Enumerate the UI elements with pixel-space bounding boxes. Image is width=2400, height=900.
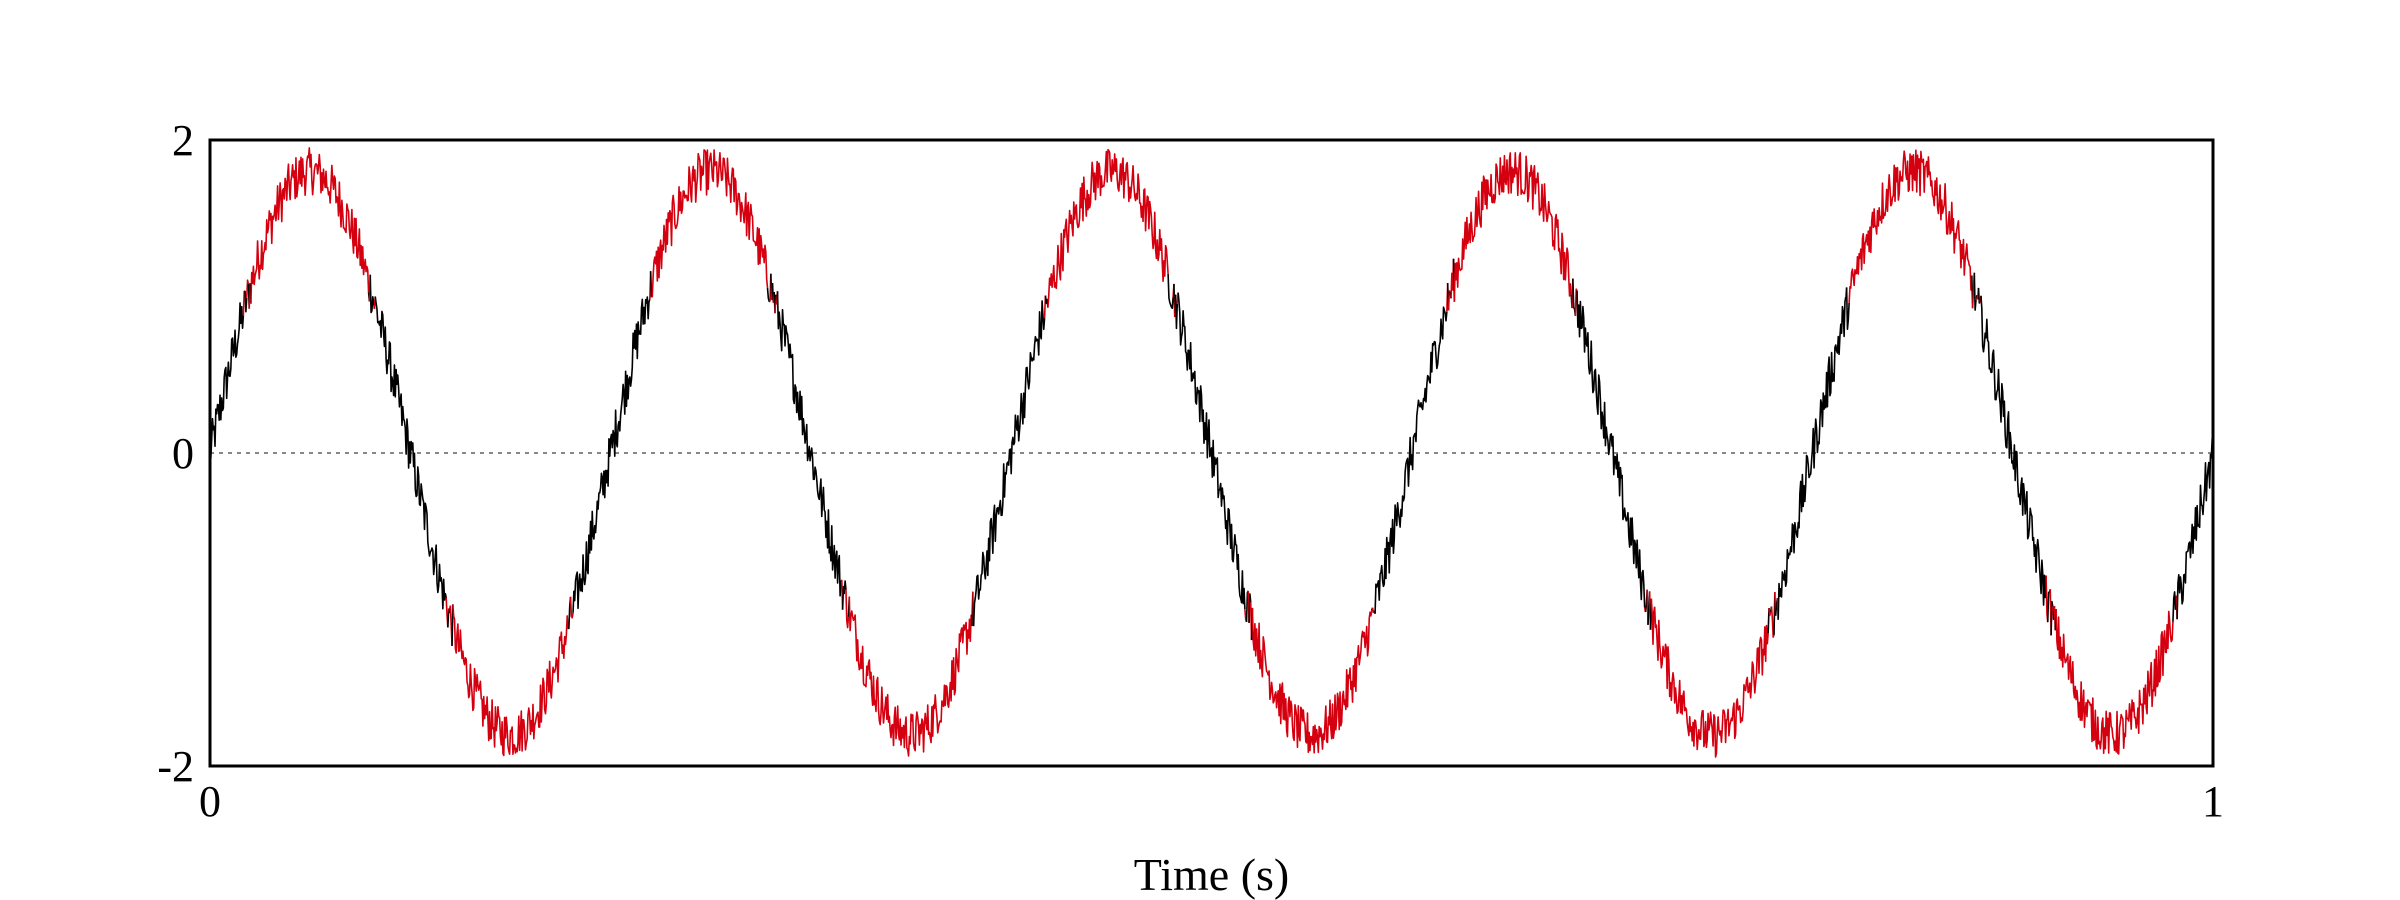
series-line: [572, 296, 651, 613]
series-line: [369, 274, 376, 314]
series-line: [972, 300, 1046, 627]
series-line: [1167, 273, 1174, 310]
series-line: [2172, 591, 2178, 622]
series-line-highlight: [1848, 149, 1973, 303]
series-line: [1177, 292, 1246, 610]
series-line-highlight: [845, 589, 850, 629]
x-tick-label: 1: [2202, 777, 2224, 826]
plot-frame: [208, 138, 2215, 768]
series-line: [244, 290, 248, 313]
series-line: [776, 291, 843, 597]
series-line: [2050, 600, 2054, 636]
plot-layer: [209, 147, 2214, 758]
x-axis-title: Time (s): [1134, 849, 1290, 900]
series-line-highlight: [1047, 148, 1169, 308]
series-line-highlight: [1768, 607, 1772, 617]
series-line: [1977, 287, 1981, 304]
series-line-highlight: [1574, 288, 1578, 317]
y-tick-label: 2: [172, 116, 194, 165]
series-line: [1576, 290, 1646, 608]
series-line-highlight: [569, 596, 574, 619]
y-tick-labels: 2 0 -2: [157, 116, 194, 791]
series-line: [649, 271, 653, 298]
series-line: [1845, 287, 1850, 331]
series-line-highlight: [1653, 606, 1769, 758]
series-line-highlight: [1447, 290, 1451, 311]
y-tick-label: 0: [172, 429, 194, 478]
series-line-highlight: [2055, 609, 2174, 755]
series-line-highlight: [1251, 607, 1373, 754]
series-line: [1777, 296, 1847, 620]
series-line-highlight: [452, 604, 570, 757]
series-line: [374, 296, 447, 610]
series-line: [209, 302, 245, 460]
series-line: [1174, 294, 1179, 330]
series-line: [1973, 272, 1977, 311]
series-line-highlight: [1650, 598, 1655, 646]
series-line: [1980, 295, 2047, 606]
series-line-highlight: [848, 596, 973, 757]
x-tick-label: 0: [199, 777, 221, 826]
series-line: [2176, 437, 2214, 620]
series-line-highlight: [245, 279, 250, 298]
series-line: [841, 580, 847, 610]
series-line-highlight: [1453, 152, 1573, 302]
series-line-highlight: [1770, 606, 1775, 638]
series-line: [1374, 306, 1448, 614]
y-tick-label: -2: [157, 742, 194, 791]
series-line: [1248, 593, 1252, 623]
series-line-highlight: [250, 147, 370, 304]
series-line-highlight: [650, 149, 769, 298]
